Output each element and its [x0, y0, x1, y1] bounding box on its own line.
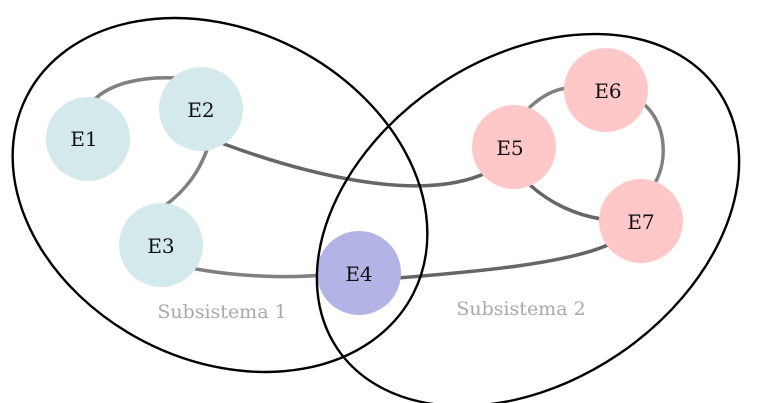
node-e1-label: E1 [70, 127, 97, 151]
node-e5-label: E5 [496, 136, 523, 160]
edge-e1-e2 [92, 75, 180, 102]
edge-e5-e7 [528, 183, 604, 221]
node-e3-label: E3 [147, 234, 174, 258]
node-e4: E4 [317, 231, 401, 315]
subsystem-1-boundary [11, 16, 429, 374]
subsystem-1-label: Subsistema 1 [157, 301, 286, 323]
edge-e5-e6 [528, 86, 570, 109]
node-e2: E2 [159, 67, 243, 151]
node-e6-label: E6 [594, 79, 621, 103]
node-e1: E1 [46, 97, 130, 181]
edge-e4-e7 [396, 241, 614, 280]
node-e6: E6 [564, 48, 648, 132]
node-e7: E7 [599, 179, 683, 263]
edge-e2-e5 [222, 142, 490, 188]
node-e7-label: E7 [627, 210, 654, 234]
subsystem-2-boundary [315, 32, 741, 403]
edge-e2-e3 [161, 145, 210, 209]
node-e4-label: E4 [345, 262, 372, 286]
edge-e6-e7 [644, 104, 665, 185]
node-e5: E5 [472, 105, 556, 189]
node-e3: E3 [119, 203, 203, 287]
edge-e3-e4 [194, 267, 324, 279]
node-e2-label: E2 [187, 98, 214, 122]
subsystem-2-label: Subsistema 2 [456, 298, 585, 320]
